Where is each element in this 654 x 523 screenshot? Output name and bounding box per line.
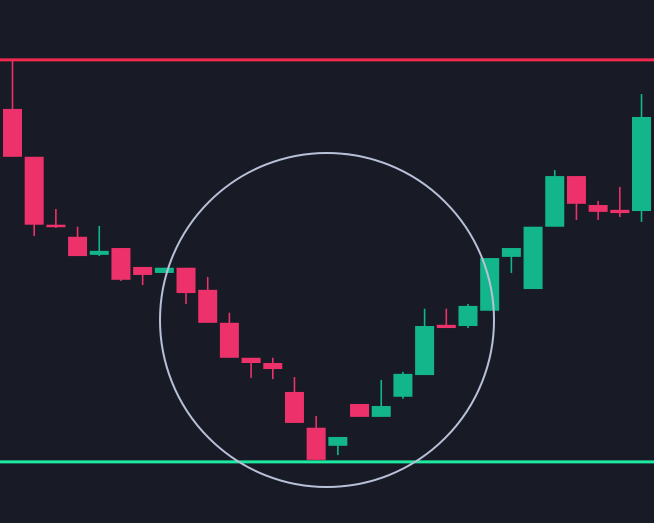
candle-body (610, 209, 630, 214)
candle-bearish (198, 276, 218, 323)
candle-bearish (3, 59, 22, 157)
annotation-circle (159, 152, 495, 488)
level-lines (0, 58, 654, 464)
candle-bearish (176, 267, 196, 304)
candle-bearish (46, 209, 66, 228)
candle-body (566, 176, 586, 204)
candle-body (3, 108, 22, 157)
candles (3, 59, 652, 460)
candle-bearish (284, 377, 304, 423)
candle-body (328, 436, 348, 446)
candle-bullish (154, 267, 174, 273)
candle-bearish (219, 312, 239, 358)
candle-bullish (371, 379, 391, 417)
candle-body (176, 267, 196, 294)
candle-body (89, 250, 109, 255)
candle-body (415, 326, 435, 376)
candle-body (111, 248, 131, 280)
candle-body (371, 406, 391, 417)
candle-bearish (24, 156, 44, 236)
candle-bullish (458, 303, 478, 329)
candle-bearish (111, 248, 131, 281)
candle-bullish (328, 436, 348, 456)
candle-bearish (588, 200, 608, 220)
candle-body (436, 324, 456, 329)
candle-bearish (566, 176, 586, 220)
candle-body (284, 391, 304, 423)
candle-bullish (545, 170, 565, 227)
candle-bearish (241, 357, 261, 378)
candle-body (588, 205, 608, 212)
candle-bullish (393, 371, 413, 399)
candle-body (46, 224, 66, 228)
candle-bearish (306, 416, 326, 460)
candle-bullish (501, 248, 521, 273)
candle-bearish (133, 266, 153, 286)
candle-body (219, 322, 239, 358)
candle-bullish (632, 94, 652, 222)
candle-body (393, 373, 413, 397)
candle-body (501, 248, 521, 257)
candle-bullish (523, 226, 543, 290)
candle-bearish (68, 226, 88, 257)
candle-body (241, 357, 261, 364)
candle-body (154, 267, 174, 273)
candle-bearish (610, 186, 630, 218)
candle-body (68, 236, 88, 257)
candle-body (632, 116, 652, 212)
candle-bullish (415, 308, 435, 376)
candle-body (198, 289, 218, 323)
candle-body (350, 404, 370, 417)
candle-body (545, 176, 565, 227)
candle-bearish (436, 308, 456, 329)
candle-body (306, 427, 326, 460)
candle-body (523, 226, 543, 290)
candle-body (24, 156, 44, 225)
candle-bearish (350, 404, 370, 417)
candle-body (263, 363, 283, 370)
candle-bearish (263, 357, 283, 380)
candle-body (133, 266, 153, 275)
candle-bullish (89, 225, 109, 257)
candle-body (458, 305, 478, 327)
